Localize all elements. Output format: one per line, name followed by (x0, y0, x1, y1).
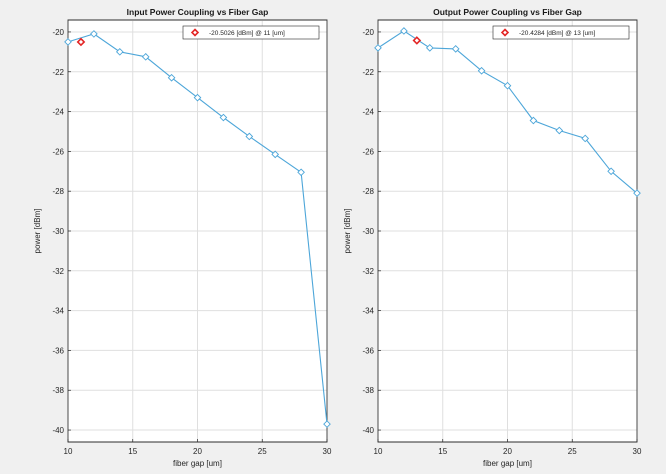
data-point-marker (245, 132, 254, 141)
x-axis-label: fiber gap [um] (483, 459, 532, 468)
y-tick-label: -34 (52, 307, 64, 316)
y-tick-label: -32 (362, 267, 374, 276)
chart-input-power: 10 15 20 25 30 -40 -38 -36 -34 -32 -30 -28 -26 -24 -22… (33, 7, 332, 468)
data-point-marker (115, 48, 124, 56)
x-tick-label: 10 (64, 447, 73, 456)
y-tick-label: -28 (52, 187, 64, 196)
y-tick-label: -38 (52, 386, 64, 395)
data-point-marker (451, 45, 460, 53)
x-tick-label: 10 (374, 447, 383, 456)
data-point-marker (219, 113, 228, 122)
chart-title: Input Power Coupling vs Fiber Gap (127, 7, 269, 17)
y-tick-label: -28 (362, 187, 374, 196)
y-tick-label: -26 (362, 147, 374, 156)
x-tick-label: 30 (323, 447, 332, 456)
x-tick-label: 25 (258, 447, 267, 456)
data-point-marker (141, 52, 150, 61)
legend-box (182, 25, 320, 40)
y-tick-label: -36 (362, 346, 374, 355)
y-tick-label: -36 (52, 346, 64, 355)
y-tick-label: -38 (362, 386, 374, 395)
data-point-marker (193, 93, 202, 102)
y-axis-label: power [dBm] (33, 209, 42, 254)
x-tick-label: 15 (128, 447, 137, 456)
y-tick-label: -40 (52, 426, 64, 435)
data-point-marker (529, 116, 538, 125)
y-tick-label: -22 (362, 68, 374, 77)
highlight-marker (76, 37, 86, 47)
data-point-marker (400, 27, 408, 35)
data-point-marker (297, 168, 305, 177)
x-tick-label: 15 (438, 447, 447, 456)
legend-box (492, 25, 630, 40)
y-tick-label: -30 (362, 227, 374, 236)
y-tick-label: -24 (52, 108, 64, 117)
x-tick-label: 20 (503, 447, 512, 456)
x-tick-label: 30 (633, 447, 642, 456)
legend-marker (190, 28, 200, 37)
data-point-marker (425, 44, 434, 52)
data-point-marker (633, 189, 641, 198)
data-point-marker (90, 30, 98, 38)
y-tick-label: -30 (52, 227, 64, 236)
data-point-marker (271, 150, 280, 159)
x-tick-label: 25 (568, 447, 577, 456)
legend-entry: -20.4284 [dBm] @ 13 [um] (519, 30, 596, 37)
y-tick-label: -20 (362, 28, 374, 37)
y-tick-label: -32 (52, 267, 64, 276)
chart-output-power: 10 15 20 25 30 -40 -38 -36 -34 -32 -30 -28 -26 -24 -22… (343, 7, 642, 468)
chart-title: Output Power Coupling vs Fiber Gap (433, 7, 582, 17)
highlight-marker (412, 36, 422, 45)
x-tick-label: 20 (193, 447, 202, 456)
y-axis-label: power [dBm] (343, 209, 352, 254)
data-point-marker (503, 81, 512, 90)
y-tick-label: -34 (362, 307, 374, 316)
data-point-marker (607, 167, 615, 176)
y-tick-label: -40 (362, 426, 374, 435)
legend-marker (500, 28, 510, 37)
data-point-marker (167, 73, 176, 82)
data-point-marker (323, 420, 331, 428)
data-point-marker (64, 38, 72, 46)
legend-entry: -20.5026 [dBm] @ 11 [um] (209, 30, 285, 37)
y-tick-label: -24 (362, 108, 374, 117)
y-tick-label: -20 (52, 28, 64, 37)
data-point-marker (581, 134, 590, 143)
data-point-marker (477, 66, 486, 75)
data-point-marker (555, 126, 564, 135)
y-tick-label: -26 (52, 147, 64, 156)
data-point-marker (374, 44, 382, 52)
y-tick-label: -22 (52, 68, 64, 77)
x-axis-label: fiber gap [um] (173, 459, 222, 468)
